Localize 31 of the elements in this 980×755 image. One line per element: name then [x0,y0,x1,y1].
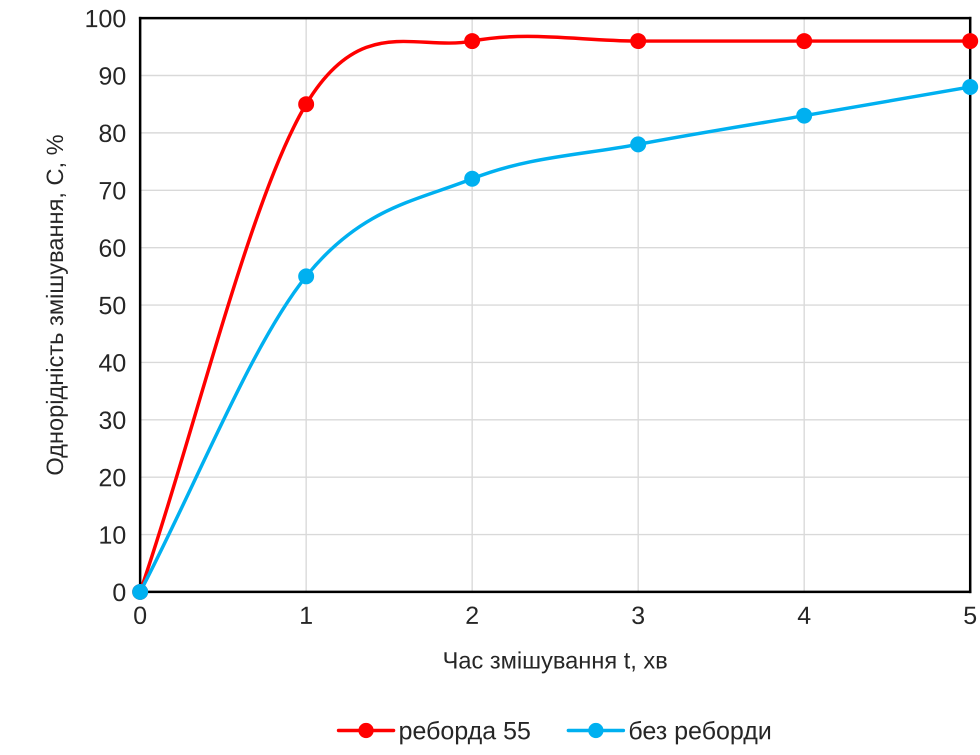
legend-label: реборда 55 [400,720,530,744]
x-tick-label: 5 [964,606,976,624]
point [464,170,480,187]
x-axis-title: Час змішування t, хв [444,651,667,674]
y-tick-label: 90 [100,67,126,85]
y-tick-label: 20 [100,468,126,486]
y-tick-label: 60 [100,239,126,257]
y-tick-label: 40 [99,354,126,372]
y-tick-label: 30 [99,411,126,430]
point [630,136,646,152]
point [962,79,978,95]
y-tick-label: 10 [100,526,126,544]
x-tick-label: 4 [798,606,810,624]
point [796,33,812,50]
point [298,268,314,284]
x-tick-label: 0 [134,606,146,624]
point [298,96,314,112]
y-axis-title: Однорідність змішування, С, % [46,135,68,475]
x-tick-label: 1 [301,606,312,624]
point [464,33,480,50]
y-tick-label: 80 [100,124,126,142]
y-tick-label: 100 [86,10,126,28]
point [962,33,978,50]
legend-label: без реборди [630,720,770,744]
point [796,108,812,124]
x-tick-label: 2 [466,606,478,624]
y-tick-label: 70 [100,182,126,200]
x-tick-label: 3 [632,606,644,624]
point [630,33,646,50]
y-tick-label: 50 [99,296,126,314]
y-tick-label: 0 [113,584,126,602]
